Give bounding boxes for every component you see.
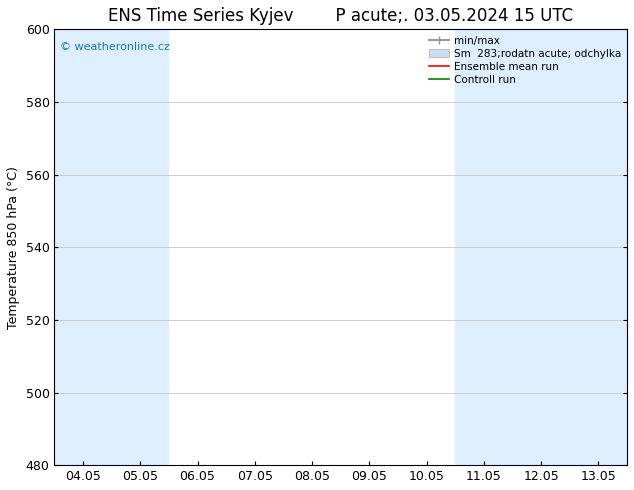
Text: © weatheronline.cz: © weatheronline.cz <box>60 42 170 52</box>
Bar <box>570 29 627 465</box>
Legend: min/max, Sm  283;rodatn acute; odchylka, Ensemble mean run, Controll run: min/max, Sm 283;rodatn acute; odchylka, … <box>424 31 625 89</box>
Y-axis label: Temperature 850 hPa (°C): Temperature 850 hPa (°C) <box>7 166 20 329</box>
Bar <box>112 29 169 465</box>
Bar <box>455 29 512 465</box>
Bar <box>512 29 570 465</box>
Bar <box>55 29 112 465</box>
Title: ENS Time Series Kyjev        P acute;. 03.05.2024 15 UTC: ENS Time Series Kyjev P acute;. 03.05.20… <box>108 7 573 25</box>
